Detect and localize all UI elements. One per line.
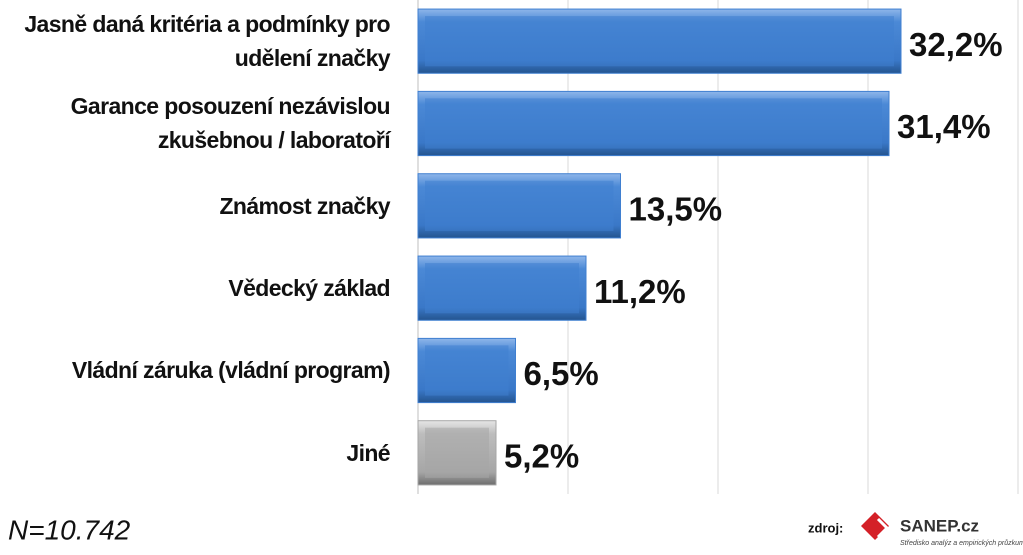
bar-bevel [425,16,894,67]
category-text: Vládní záruka (vládní program) [71,357,391,384]
value-label: 5,2% [504,438,579,475]
value-label: 32,2% [909,26,1003,63]
bar-bevel [425,427,489,478]
category-label: Jasně daná kritéria a podmínky pro uděle… [0,0,390,82]
source-name: SANEP.cz [900,516,979,535]
bar-bevel [425,263,579,314]
value-label: 6,5% [524,355,599,392]
category-label: Vědecký základ [0,247,390,329]
category-label: Známost značky [0,165,390,247]
bar-bevel [425,98,882,149]
category-text: Garance posouzení nezávislou zkušebnou /… [70,93,391,154]
category-text: Známost značky [219,192,390,219]
source-tagline: Středisko analýz a empirických průzkumů [900,539,1023,547]
source-label: zdroj: [808,520,843,535]
category-label: Jiné [0,412,390,494]
footnote: N=10.742 [8,514,131,545]
category-label: Vládní záruka (vládní program) [0,329,391,411]
category-text: Vědecký základ [228,275,390,302]
value-label: 13,5% [629,191,723,228]
category-label: Garance posouzení nezávislou zkušebnou /… [0,82,391,164]
bar-bevel [425,180,614,231]
value-label: 11,2% [594,273,686,310]
value-label: 31,4% [897,108,991,145]
bar-bevel [425,345,509,396]
category-text: Jiné [346,439,390,466]
logo [876,517,890,539]
category-text: Jasně daná kritéria a podmínky pro uděle… [24,11,390,72]
